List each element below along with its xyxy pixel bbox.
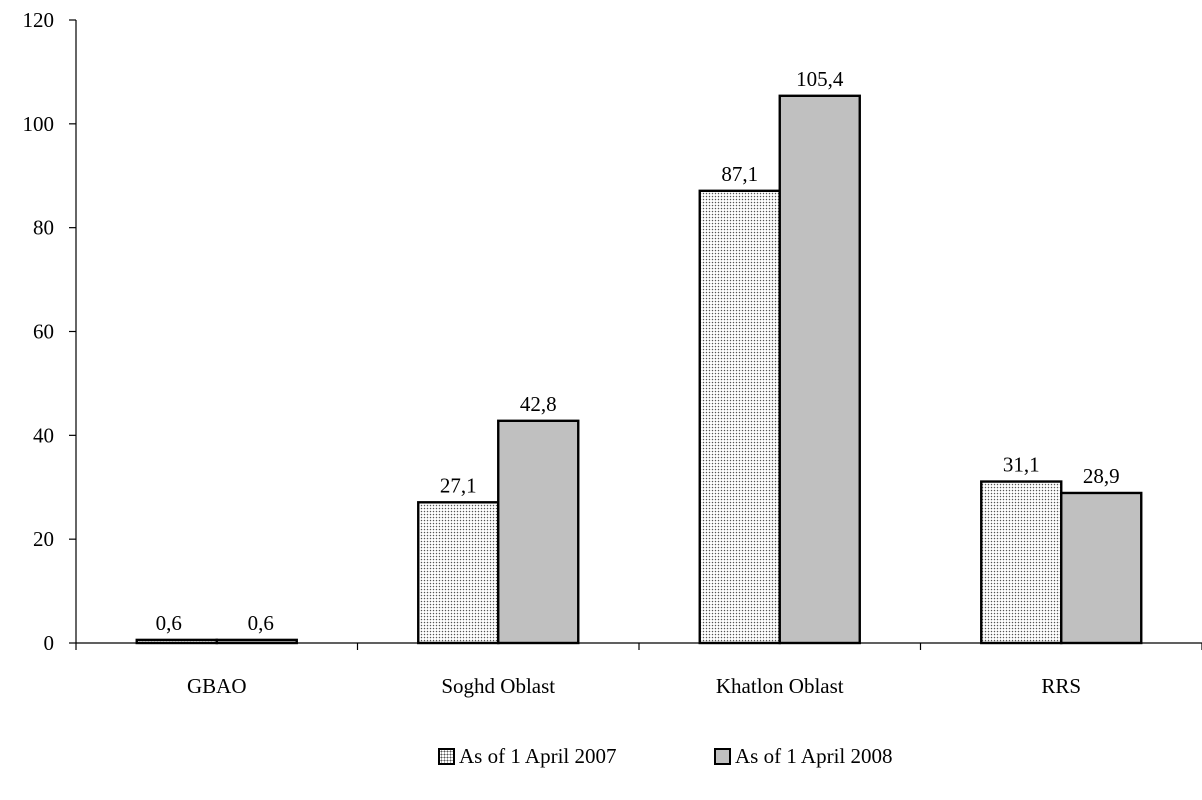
legend-label-2008: As of 1 April 2008 [735, 744, 893, 768]
data-label: 0,6 [248, 611, 274, 635]
data-label: 87,1 [721, 162, 758, 186]
bar-2007 [980, 480, 1063, 645]
y-tick-label: 80 [33, 216, 54, 240]
y-tick-label: 100 [23, 112, 55, 136]
bar-2008 [778, 94, 861, 645]
y-tick-label: 0 [44, 631, 55, 655]
x-category-label: Khatlon Oblast [716, 674, 844, 698]
y-tick-label: 60 [33, 320, 54, 344]
bar-2008 [497, 419, 580, 645]
legend-swatch-2007 [438, 748, 455, 765]
x-category-label: GBAO [187, 674, 247, 698]
y-tick-label: 20 [33, 527, 54, 551]
y-tick-label: 120 [23, 8, 55, 32]
legend-swatch-2008 [714, 748, 731, 765]
bar-2007 [417, 501, 500, 645]
legend-item-2008: As of 1 April 2008 [714, 744, 893, 769]
data-label: 28,9 [1083, 464, 1120, 488]
data-label: 105,4 [796, 67, 844, 91]
bar-chart: 0 20 40 60 80 100 120 0,6 0,6 GBAO 27,1 42,8 Soghd O… [23, 8, 1202, 698]
legend: As of 1 April 2007 As of 1 April 2008 [0, 744, 1202, 774]
x-category-label: RRS [1041, 674, 1081, 698]
data-label: 42,8 [520, 392, 557, 416]
data-label: 31,1 [1003, 453, 1040, 477]
bar-2007 [698, 189, 781, 645]
legend-label-2007: As of 1 April 2007 [459, 744, 617, 768]
bar-2008 [1060, 491, 1143, 645]
data-label: 0,6 [156, 611, 182, 635]
legend-item-2007: As of 1 April 2007 [438, 744, 617, 769]
bar-2007 [135, 638, 218, 645]
bar-2008 [215, 638, 298, 645]
x-category-label: Soghd Oblast [441, 674, 555, 698]
data-label: 27,1 [440, 473, 477, 497]
y-tick-label: 40 [33, 423, 54, 447]
